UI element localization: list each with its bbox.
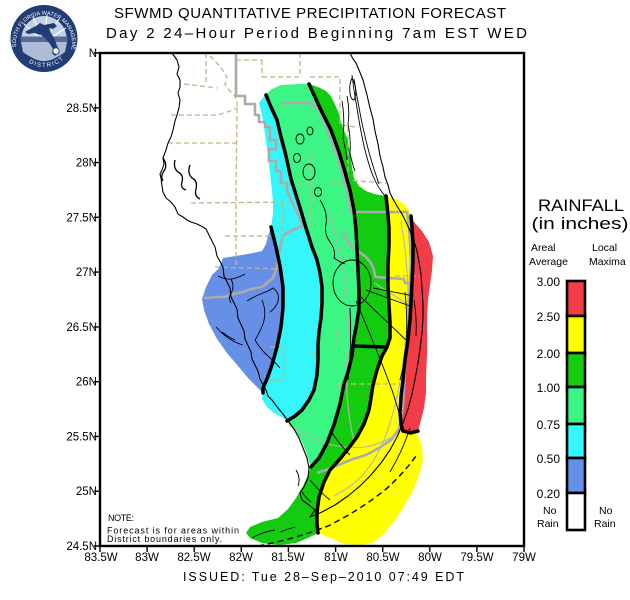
svg-text:Local: Local [592,242,617,254]
svg-text:25N: 25N [76,486,97,498]
svg-text:Day 2 24–Hour Period Beginning: Day 2 24–Hour Period Beginning 7am EST W… [106,25,527,42]
svg-text:26N: 26N [76,377,97,389]
svg-text:3.00: 3.00 [537,275,561,289]
svg-text:1.00: 1.00 [537,381,561,395]
svg-text:0.75: 0.75 [537,418,561,432]
svg-text:24.5N: 24.5N [66,541,97,553]
svg-text:0.50: 0.50 [537,452,561,466]
svg-text:2.00: 2.00 [537,347,561,361]
svg-text:83.5W: 83.5W [84,552,117,564]
svg-text:Areal: Areal [531,242,556,254]
svg-text:Average: Average [529,256,568,268]
svg-text:80.5W: 80.5W [366,552,399,564]
svg-text:81W: 81W [324,552,348,564]
svg-text:0.20: 0.20 [537,487,561,501]
svg-text:Forecast is for areas within: Forecast is for areas within [107,526,239,536]
svg-text:No: No [543,505,557,517]
svg-text:80W: 80W [418,552,442,564]
svg-text:28N: 28N [76,158,97,170]
svg-text:(in inches): (in inches) [532,215,629,233]
svg-text:Rain: Rain [537,518,559,530]
svg-text:No: No [599,505,613,517]
svg-text:82W: 82W [229,552,253,564]
svg-text:Rain: Rain [594,518,616,530]
svg-text:27.5N: 27.5N [66,212,97,224]
svg-text:26.5N: 26.5N [66,322,97,334]
svg-text:RAINFALL: RAINFALL [538,197,624,215]
svg-text:81.5W: 81.5W [271,552,304,564]
svg-text:SFWMD QUANTITATIVE PRECIPITATI: SFWMD QUANTITATIVE PRECIPITATION FORECAS… [114,5,506,22]
svg-text:28.5N: 28.5N [66,103,97,115]
svg-text:82.5W: 82.5W [177,552,210,564]
svg-text:79.5W: 79.5W [460,552,493,564]
svg-text:79W: 79W [512,552,536,564]
svg-text:2.50: 2.50 [537,310,561,324]
svg-text:ISSUED: Tue 28–Sep–2010 07:49: ISSUED: Tue 28–Sep–2010 07:49 EDT [183,570,464,584]
svg-text:27N: 27N [76,267,97,279]
svg-text:Maxima: Maxima [589,256,626,268]
svg-text:83W: 83W [135,552,159,564]
svg-text:N: N [89,48,97,60]
svg-text:25.5N: 25.5N [66,431,97,443]
svg-text:District boundaries only.: District boundaries only. [107,534,222,544]
svg-text:NOTE:: NOTE: [108,513,134,523]
